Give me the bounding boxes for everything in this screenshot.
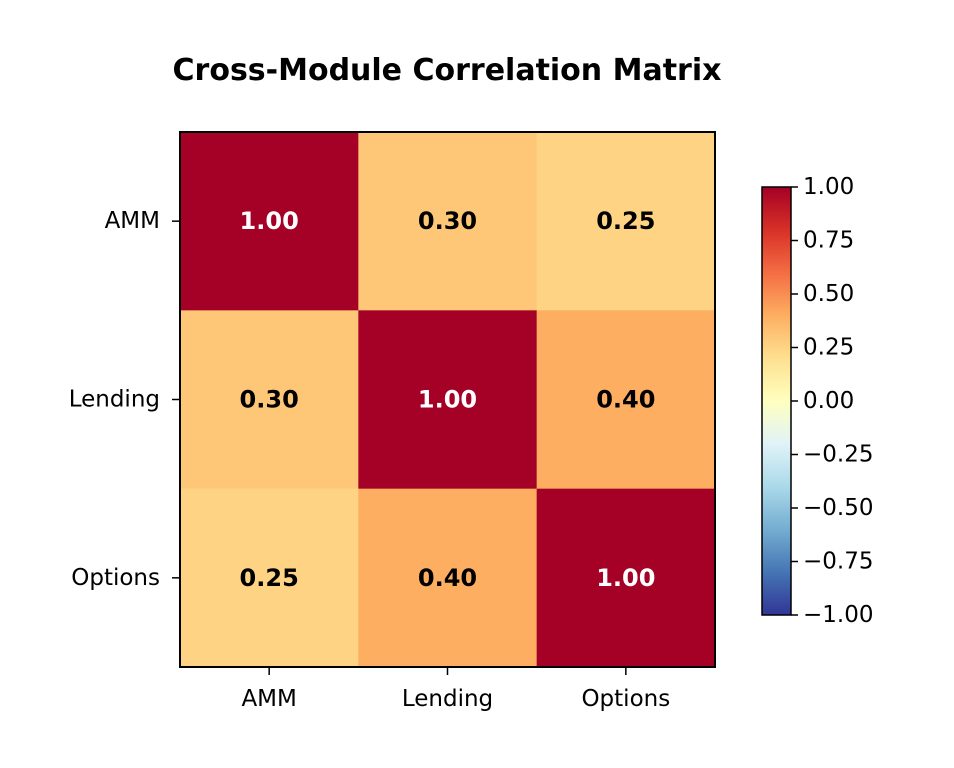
x-tick-label: Options [581, 686, 670, 712]
heatmap-cell [358, 310, 538, 490]
colorbar-tick-label: 0.25 [803, 335, 854, 361]
cell-value-label: 1.00 [418, 386, 477, 414]
heatmap-cell [180, 488, 359, 668]
heatmap-cell [536, 132, 716, 311]
colorbar-tick-label: 1.00 [803, 174, 854, 200]
cell-value-label: 1.00 [240, 207, 299, 235]
colorbar-tick-label: 0.50 [803, 281, 854, 307]
y-tick-label: AMM [105, 208, 160, 234]
colorbar-gradient [762, 187, 791, 615]
cell-value-label: 1.00 [596, 564, 655, 592]
colorbar-tick-label: −1.00 [803, 602, 873, 628]
heatmap-cell [180, 310, 359, 490]
cell-value-label: 0.30 [418, 207, 477, 235]
y-tick-label: Lending [69, 387, 160, 413]
y-tick-label: Options [71, 565, 160, 591]
cell-value-label: 0.40 [418, 564, 477, 592]
x-tick-label: AMM [241, 686, 296, 712]
heatmap-cell [536, 310, 716, 490]
heatmap-grid: 1.00 0.30 0.25 0.30 1.00 0.40 0.25 0.40 1.00 AMM L… [69, 131, 716, 712]
x-tick-label: Lending [402, 686, 493, 712]
cell-value-label: 0.30 [240, 386, 299, 414]
chart-title: Cross-Module Correlation Matrix [173, 53, 722, 88]
colorbar: 1.00 0.75 0.50 0.25 0.00 −0.25 −0.50 −0.75 −1.00 [761, 174, 873, 628]
cell-value-label: 0.25 [240, 564, 299, 592]
cell-value-label: 0.25 [596, 207, 655, 235]
heatmap-cell [180, 132, 359, 311]
colorbar-tick-label: −0.75 [803, 549, 873, 575]
heatmap-cell [358, 488, 538, 668]
colorbar-tick-label: 0.75 [803, 228, 854, 254]
colorbar-tick-label: 0.00 [803, 388, 854, 414]
colorbar-tick-label: −0.50 [803, 495, 873, 521]
cell-value-label: 0.40 [596, 386, 655, 414]
colorbar-tick-label: −0.25 [803, 442, 873, 468]
heatmap-cell [536, 488, 716, 668]
heatmap-cell [358, 132, 538, 311]
